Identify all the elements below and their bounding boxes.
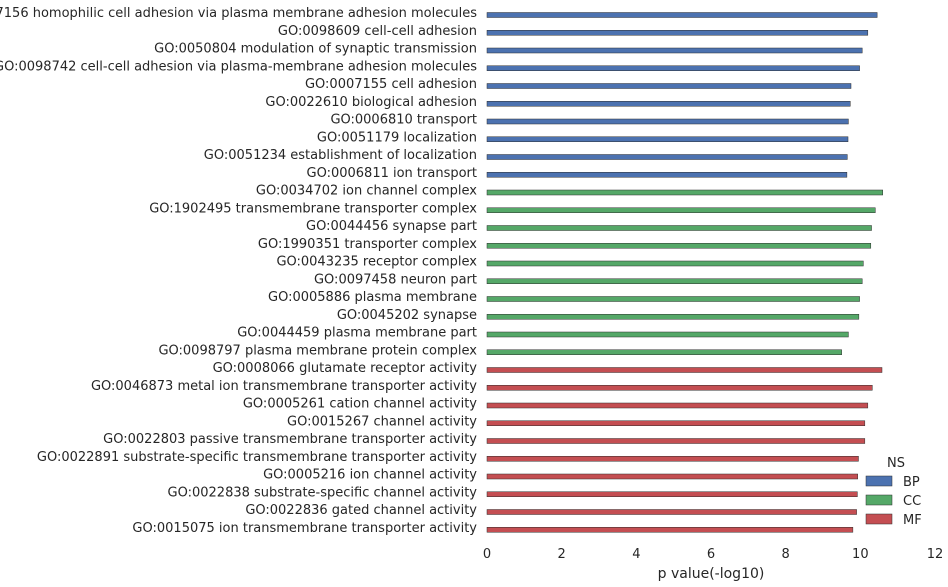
category-label: GO:0015075 ion transmembrane transporter… [132,521,477,536]
category-label: GO:1990351 transporter complex [258,237,477,252]
bar [486,349,842,355]
bar [486,118,849,125]
bar [486,527,854,533]
bar [486,473,858,480]
category-label: GO:0006810 transport [330,113,477,128]
category-label: GO:0015267 channel activity [287,414,477,429]
bar [486,47,863,54]
category-label: GO:1902495 transmembrane transporter com… [149,201,477,216]
category-label: GO:0097458 neuron part [314,272,477,287]
bar [486,296,860,302]
x-tick-label: 8 [782,547,790,562]
bar [486,12,878,18]
category-label: GO:0022610 biological adhesion [265,95,477,110]
category-label: GO:0005261 cation channel activity [243,397,477,412]
category-label: GO:0051234 establishment of localization [204,148,477,163]
category-label: GO:0044456 synapse part [306,219,477,234]
bar [486,189,883,196]
x-axis: 0 2 4 6 8 10 12 [483,547,943,562]
x-tick-label: 4 [632,547,640,562]
category-label: GO:0098609 cell-cell adhesion [278,24,477,39]
bar [486,172,848,178]
bar [486,456,859,462]
bar [486,509,857,515]
legend: NS BP CC MF [865,456,922,528]
x-tick-label: 0 [483,547,491,562]
legend-swatch-bp [865,475,893,487]
category-label: GO:0046873 metal ion transmembrane trans… [91,379,477,394]
bar [486,420,866,426]
category-label: GO:0051179 localization [317,130,477,145]
legend-label-bp: BP [903,475,920,490]
legend-swatch-mf [865,513,893,525]
x-tick-label: 10 [852,547,869,562]
bar [486,30,869,36]
legend-label-cc: CC [903,494,921,509]
bar [486,136,849,142]
category-label: GO:0022836 gated channel activity [245,503,477,518]
bar [486,367,883,373]
bar [486,331,849,338]
category-label: GO:0043235 receptor complex [276,255,477,270]
category-label: GO:0022891 substrate-specific transmembr… [37,450,477,465]
category-label: GO:0098797 plasma membrane protein compl… [158,343,477,358]
category-label: GO:0007155 cell adhesion [305,77,477,92]
category-label: GO:0022838 substrate-specific channel ac… [168,485,478,500]
bar [486,491,858,497]
bar [486,278,863,284]
bar [486,101,851,107]
category-label: GO:0050804 modulation of synaptic transm… [154,42,477,57]
bar [486,402,869,409]
category-label: GO:0005216 ion channel activity [263,468,477,483]
bar [486,83,852,89]
bars [486,12,883,533]
x-tick-label: 6 [707,547,715,562]
category-label: GO:0098742 cell-cell adhesion via plasma… [0,59,477,74]
bar [486,243,872,249]
bar [486,207,876,213]
bar [486,314,860,320]
category-label: GO:0044459 plasma membrane part [237,326,477,341]
category-label: GO:0008066 glutamate receptor activity [213,361,478,376]
category-labels: GO:0007156 homophilic cell adhesion via … [0,6,477,536]
bar [486,154,848,160]
bar [486,225,872,231]
legend-swatch-cc [865,494,893,506]
category-label: GO:0045202 synapse [337,308,477,323]
legend-label-mf: MF [903,513,922,528]
category-label: GO:0005886 plasma membrane [268,290,477,305]
x-tick-label: 2 [558,547,566,562]
category-label: GO:0006811 ion transport [307,166,478,181]
category-label: GO:0007156 homophilic cell adhesion via … [0,6,477,21]
bar [486,438,866,444]
legend-title: NS [887,456,905,471]
bar [486,65,860,71]
bar [486,260,864,267]
x-axis-label: p value(-log10) [658,566,765,582]
category-label: GO:0034702 ion channel complex [256,184,477,199]
bar [486,385,873,391]
x-tick-label: 12 [927,547,944,562]
category-label: GO:0022803 passive transmembrane transpo… [103,432,477,447]
